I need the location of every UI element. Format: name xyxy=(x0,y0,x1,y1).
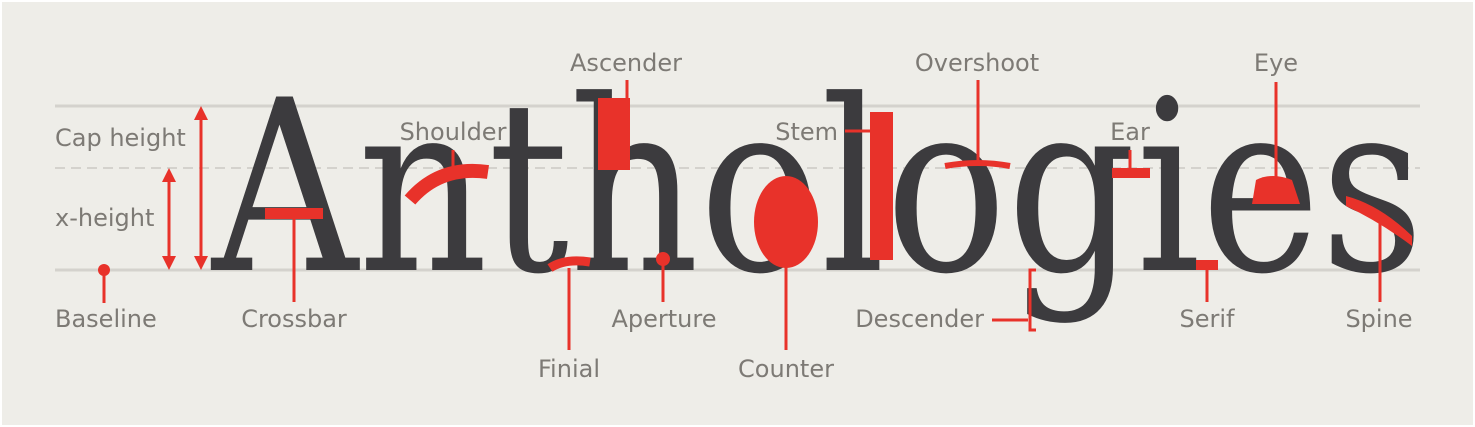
specimen-word: Anthologies xyxy=(210,50,1424,327)
label-serif: Serif xyxy=(1180,305,1236,333)
counter-highlight xyxy=(754,176,818,268)
anatomy-highlights xyxy=(265,98,1412,272)
leader-lines xyxy=(102,80,1382,350)
label-shoulder: Shoulder xyxy=(400,118,507,146)
aperture-dot xyxy=(656,252,670,266)
x-height-arrow xyxy=(162,168,176,270)
label-aperture: Aperture xyxy=(611,305,716,333)
label-cap-height: Cap height xyxy=(55,124,186,152)
label-x-height: x-height xyxy=(55,204,154,232)
label-crossbar: Crossbar xyxy=(241,305,347,333)
finial-highlight xyxy=(547,256,591,272)
shoulder-highlight xyxy=(404,163,490,205)
cap-height-arrow xyxy=(194,106,208,270)
label-ear: Ear xyxy=(1110,118,1150,146)
label-overshoot: Overshoot xyxy=(915,49,1039,77)
anatomy-labels: Cap height x-height Baseline Crossbar Sh… xyxy=(55,49,1413,383)
eye-highlight xyxy=(1252,176,1300,204)
label-counter: Counter xyxy=(738,355,834,383)
label-eye: Eye xyxy=(1254,49,1298,77)
ear-highlight xyxy=(1112,168,1150,178)
label-descender: Descender xyxy=(855,305,984,333)
label-ascender: Ascender xyxy=(570,49,682,77)
label-stem: Stem xyxy=(775,118,838,146)
baseline-dot xyxy=(98,264,110,276)
label-baseline: Baseline xyxy=(55,305,157,333)
label-spine: Spine xyxy=(1345,305,1412,333)
label-finial: Finial xyxy=(538,355,600,383)
crossbar-highlight xyxy=(265,208,323,219)
ascender-highlight xyxy=(598,98,630,170)
stem-highlight xyxy=(870,112,893,260)
descender-bracket xyxy=(1028,268,1036,332)
